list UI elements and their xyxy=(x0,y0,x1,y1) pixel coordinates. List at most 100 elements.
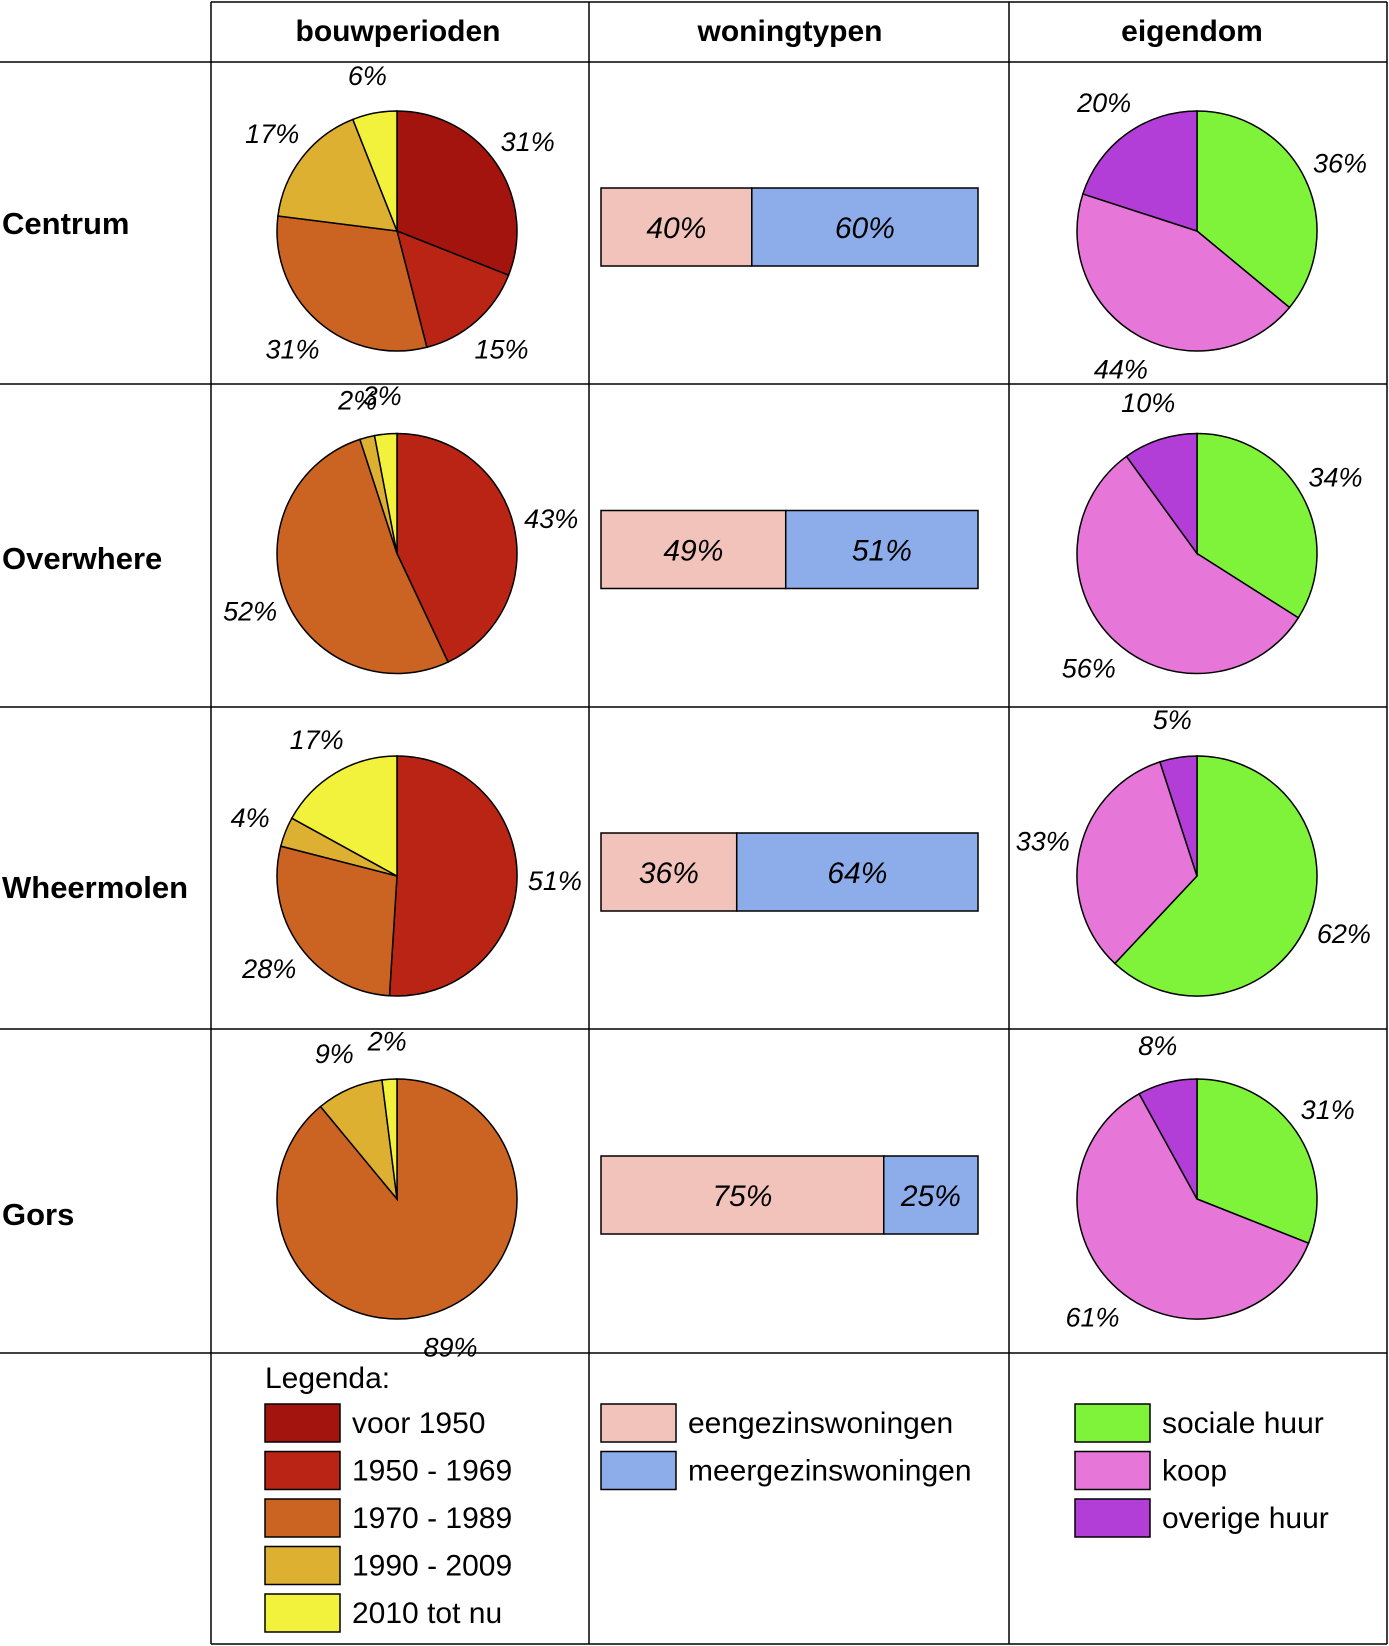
pie-slice-label: 9% xyxy=(315,1039,354,1069)
legend-swatch-1970-1989 xyxy=(264,1498,341,1538)
bar-woningtypen-gors: 75% 25% xyxy=(600,1155,979,1235)
pie-slice-sociale-huur xyxy=(1196,110,1318,309)
header-woningtypen: woningtypen xyxy=(697,15,883,48)
bar-woningtypen-overwhere: 49% 51% xyxy=(600,509,979,590)
bar-woningtypen-wheermolen: 36% 64% xyxy=(600,832,979,912)
row-label-centrum: Centrum xyxy=(2,206,129,241)
pie-slice-1950-1969 xyxy=(388,755,518,997)
legend-label-1970-1989: 1970 - 1989 xyxy=(352,1502,512,1535)
pie-slice-label: 43% xyxy=(524,504,578,534)
pie-slice-label: 28% xyxy=(241,954,296,984)
legend-swatch-eengezinswoningen xyxy=(600,1403,677,1443)
bar-segment-label: 51% xyxy=(852,535,912,568)
bar-segment-meergezinswoningen xyxy=(784,509,979,590)
pie-bouwperioden-wheermolen: 51% 28% 4% 17% xyxy=(231,725,582,997)
pie-slice-label: 10% xyxy=(1121,388,1175,418)
pie-slice-label: 33% xyxy=(1016,827,1070,857)
pie-bouwperioden-centrum: 31% 15% 31% 17% 6% xyxy=(245,61,555,365)
pie-slice-1970-1989 xyxy=(276,438,450,675)
pie-slice-koop xyxy=(1076,760,1198,965)
bar-segment-label: 64% xyxy=(827,857,887,890)
legend-label-koop: koop xyxy=(1162,1455,1227,1488)
pie-slice-label: 31% xyxy=(1301,1095,1355,1125)
row-label-wheermolen: Wheermolen xyxy=(2,870,188,905)
plots: 31%15%31%17%6%40% 60%36%44%20%43%52%2%3%4… xyxy=(223,61,1371,1363)
pie-slice-label: 5% xyxy=(1153,705,1192,735)
pie-eigendom-centrum: 36% 44% 20% xyxy=(1076,88,1367,384)
legend-swatch-meergezinswoningen xyxy=(600,1450,677,1491)
pie-slice-label: 15% xyxy=(474,335,528,365)
legend-label-voor-1950: voor 1950 xyxy=(352,1407,485,1440)
bar-segment-meergezinswoningen xyxy=(883,1155,979,1235)
pie-slice-label: 34% xyxy=(1308,462,1362,492)
pie-slice-label: 2% xyxy=(367,1026,407,1056)
bar-segment-eengezinswoningen xyxy=(600,187,753,267)
pie-slice-1990-2009 xyxy=(277,118,399,232)
legend-swatch-1950-1969 xyxy=(264,1450,341,1491)
pie-slice-2010-tot-nu xyxy=(381,1078,398,1200)
pie-slice-label: 62% xyxy=(1317,919,1371,949)
legend-swatch-voor-1950 xyxy=(264,1403,341,1443)
pie-slice-label: 31% xyxy=(265,335,319,365)
pie-slice-sociale-huur xyxy=(1196,1078,1318,1245)
pie-eigendom-wheermolen: 62% 33% 5% xyxy=(1016,705,1371,997)
pie-slice-koop xyxy=(1076,192,1291,352)
legend-label-1950-1969: 1950 - 1969 xyxy=(352,1455,512,1488)
bar-segment-meergezinswoningen xyxy=(735,832,979,912)
pie-slice-label: 17% xyxy=(245,119,299,149)
bar-segment-label: 25% xyxy=(900,1180,961,1213)
pie-slice-label: 20% xyxy=(1076,88,1131,118)
pie-slice-label: 17% xyxy=(290,725,344,755)
legend-label-meergezinswoningen: meergezinswoningen xyxy=(688,1455,972,1488)
column-headers: bouwperioden woningtypen eigendom xyxy=(296,15,1263,48)
legend-label-overige-huur: overige huur xyxy=(1162,1502,1329,1535)
legend-label-2010-tot-nu: 2010 tot nu xyxy=(352,1597,502,1630)
pie-slice-overige-huur xyxy=(1081,110,1198,233)
pie-slice-label: 51% xyxy=(528,866,582,896)
pie-slice-label: 52% xyxy=(223,597,277,627)
pie-slice-2010-tot-nu xyxy=(290,755,398,878)
bar-segment-meergezinswoningen xyxy=(751,187,979,267)
legend-swatch-2010-tot-nu xyxy=(264,1593,341,1633)
pie-eigendom-overwhere: 34% 56% 10% xyxy=(1062,388,1363,684)
pie-eigendom-gors: 31% 61% 8% xyxy=(1065,1031,1354,1333)
bar-segment-label: 60% xyxy=(835,212,895,245)
pie-bouwperioden-gors: 89% 9% 2% xyxy=(276,1026,518,1363)
pie-slice-overige-huur xyxy=(1158,755,1198,877)
pie-slice-overige-huur xyxy=(1125,432,1198,556)
pie-slice-label: 31% xyxy=(501,127,555,157)
pie-slice-voor-1950 xyxy=(396,110,518,277)
bar-segment-label: 49% xyxy=(663,535,723,568)
legend-label-eengezinswoningen: eengezinswoningen xyxy=(688,1407,953,1440)
pie-slice-label: 56% xyxy=(1062,654,1116,684)
legend-swatch-koop xyxy=(1074,1450,1151,1491)
legend-title: Legenda: xyxy=(265,1362,390,1395)
pie-slice-label: 2% xyxy=(337,386,377,416)
legend-swatch-overige-huur xyxy=(1074,1498,1151,1538)
legend-label-sociale-huur: sociale huur xyxy=(1162,1407,1324,1440)
bar-segment-label: 40% xyxy=(646,212,706,245)
pie-slice-label: 44% xyxy=(1094,355,1148,385)
legend: Legenda: voor 1950 1950 - 1969 1970 - 1989… xyxy=(264,1362,1329,1633)
legend-label-1990-2009: 1990 - 2009 xyxy=(352,1550,512,1583)
legend-items: voor 1950 1950 - 1969 1970 - 1989 1990 - 20… xyxy=(264,1403,1329,1633)
pie-slice-label: 36% xyxy=(1313,149,1367,179)
pie-slice-overige-huur xyxy=(1138,1078,1198,1200)
pie-slice-label: 61% xyxy=(1065,1303,1119,1333)
pie-slice-label: 4% xyxy=(231,803,270,833)
pie-slice-label: 3% xyxy=(363,381,402,411)
pie-slice-koop xyxy=(1076,1092,1310,1320)
pie-slice-label: 89% xyxy=(423,1333,477,1363)
pie-slice-2010-tot-nu xyxy=(373,432,398,554)
pie-slice-sociale-huur xyxy=(1113,755,1318,997)
bar-segment-eengezinswoningen xyxy=(600,509,787,590)
bar-woningtypen-centrum: 40% 60% xyxy=(600,187,979,267)
row-label-gors: Gors xyxy=(2,1197,74,1232)
bar-segment-label: 36% xyxy=(639,857,699,890)
header-eigendom: eigendom xyxy=(1121,15,1263,48)
pie-slice-label: 8% xyxy=(1138,1031,1177,1061)
legend-swatch-sociale-huur xyxy=(1074,1403,1151,1443)
pie-slice-label: 6% xyxy=(348,61,387,91)
